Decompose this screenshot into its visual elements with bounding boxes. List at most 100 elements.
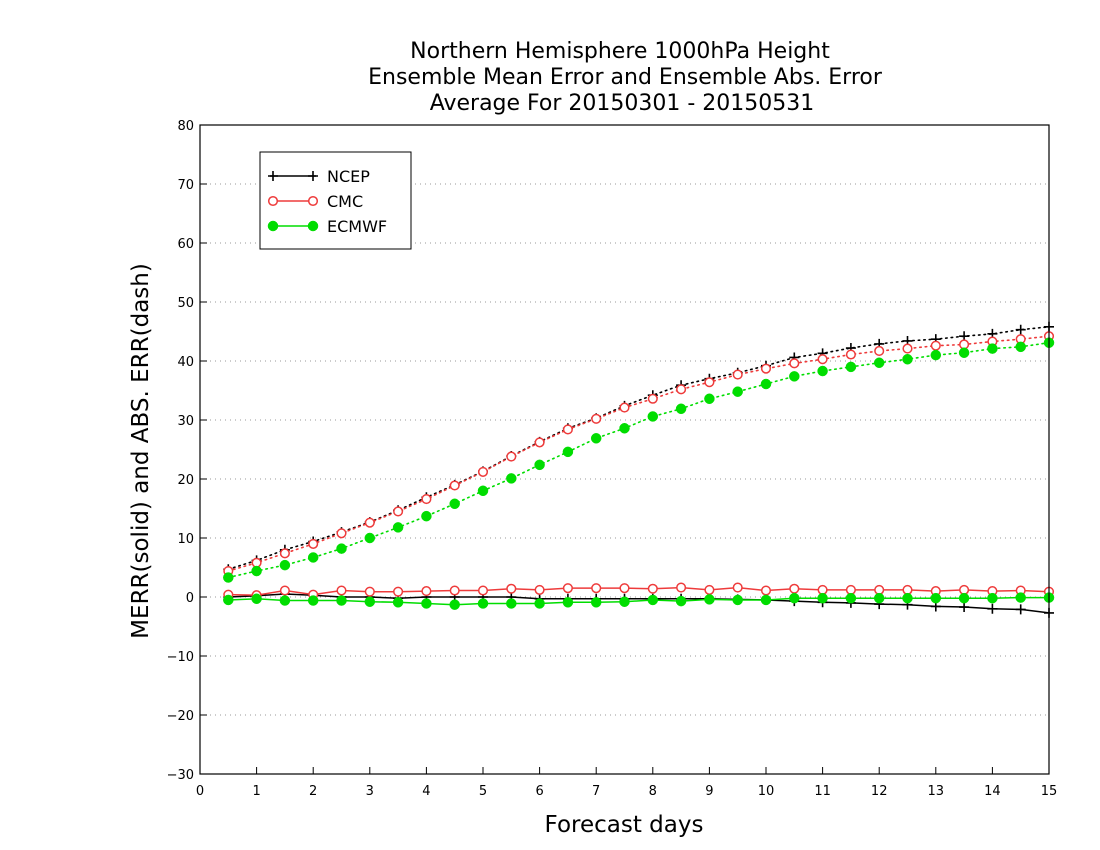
cmc-abs-err-point bbox=[279, 548, 290, 559]
y-tick-label: −30 bbox=[167, 768, 194, 783]
ncep-abs-err-point bbox=[1015, 324, 1026, 335]
cmc-abs-err-point bbox=[477, 466, 489, 477]
series-cmc bbox=[223, 331, 1055, 601]
legend: NCEP CMC ECMWF bbox=[259, 151, 412, 250]
ecmwf-merr-point bbox=[619, 596, 630, 607]
ecmwf-merr-point bbox=[506, 598, 517, 609]
cmc-abs-err-point bbox=[393, 506, 404, 517]
ecmwf-merr-point bbox=[930, 592, 942, 604]
title-line-1: Northern Hemisphere 1000hPa Height bbox=[410, 39, 830, 64]
y-tick-label: 0 bbox=[186, 591, 194, 606]
ecmwf-abs-err-point bbox=[336, 543, 347, 554]
x-tick-label: 6 bbox=[535, 784, 543, 799]
ecmwf-abs-err-point bbox=[958, 347, 970, 358]
ecmwf-merr-point bbox=[958, 592, 970, 604]
plot-frame bbox=[199, 124, 1050, 775]
x-tick-label: 13 bbox=[928, 784, 945, 799]
series-ncep bbox=[223, 321, 1054, 618]
legend-label: ECMWF bbox=[327, 217, 387, 236]
cmc-merr-point bbox=[279, 585, 290, 596]
ecmwf-merr-point bbox=[279, 595, 291, 606]
ecmwf-abs-err-point bbox=[449, 498, 460, 510]
cmc-merr-point bbox=[393, 586, 404, 597]
cmc-abs-err-point bbox=[308, 538, 319, 549]
cmc-merr-line bbox=[228, 586, 1050, 596]
ecmwf-merr-point bbox=[789, 592, 800, 604]
cmc-abs-err-point bbox=[421, 494, 432, 505]
x-tick-label: 7 bbox=[592, 784, 600, 799]
ecmwf-abs-err-point bbox=[732, 386, 743, 397]
ecmwf-abs-err-point bbox=[789, 371, 800, 382]
ecmwf-merr-point bbox=[1015, 592, 1026, 603]
cmc-abs-err-point bbox=[732, 369, 743, 380]
cmc-abs-err-point bbox=[930, 340, 941, 351]
ecmwf-abs-err-point bbox=[307, 552, 319, 563]
ecmwf-merr-point bbox=[223, 594, 234, 606]
ncep-merr-point bbox=[987, 603, 998, 614]
ecmwf-abs-err-point bbox=[534, 459, 545, 471]
cmc-abs-err-point bbox=[902, 343, 913, 354]
y-tick-label: −10 bbox=[167, 650, 194, 665]
y-axis-label: MERR(solid) and ABS. ERR(dash) bbox=[128, 263, 154, 639]
x-tick-label: 1 bbox=[252, 784, 260, 799]
ecmwf-abs-err-point bbox=[506, 473, 517, 484]
cmc-abs-err-point bbox=[874, 345, 885, 357]
cmc-merr-point bbox=[789, 583, 800, 594]
legend-marker bbox=[267, 220, 279, 232]
ecmwf-abs-err-point bbox=[562, 446, 574, 458]
legend-item-cmc: CMC bbox=[267, 192, 363, 211]
cmc-merr-point bbox=[562, 583, 573, 594]
legend-item-ecmwf: ECMWF bbox=[267, 217, 387, 236]
cmc-merr-point bbox=[506, 583, 517, 594]
ecmwf-merr-point bbox=[817, 592, 828, 604]
ecmwf-merr-point bbox=[477, 598, 489, 609]
cmc-abs-err-point bbox=[845, 349, 856, 360]
ecmwf-merr-point bbox=[590, 597, 602, 608]
cmc-abs-err-point bbox=[534, 437, 545, 448]
cmc-abs-err-point bbox=[760, 363, 772, 374]
cmc-merr-point bbox=[676, 582, 687, 593]
ecmwf-abs-err-point bbox=[421, 510, 432, 522]
series-ecmwf bbox=[223, 337, 1055, 610]
ncep-merr-point bbox=[959, 602, 970, 613]
title-line-3: Average For 20150301 - 20150531 bbox=[430, 91, 815, 116]
ecmwf-abs-err-point bbox=[364, 532, 376, 544]
x-tick-label: 4 bbox=[422, 784, 430, 799]
y-tick-label: 50 bbox=[177, 296, 194, 311]
ncep-merr-point bbox=[1015, 604, 1026, 615]
x-tick-label: 11 bbox=[814, 784, 831, 799]
y-tick-label: 80 bbox=[177, 119, 194, 134]
ncep-abs-err-line bbox=[227, 325, 1050, 571]
cmc-merr-point bbox=[364, 586, 375, 597]
ecmwf-abs-err-point bbox=[930, 349, 942, 361]
cmc-abs-err-point bbox=[619, 402, 630, 413]
y-tick-label: −20 bbox=[167, 709, 194, 724]
x-axis-label: Forecast days bbox=[545, 812, 704, 838]
cmc-merr-point bbox=[336, 585, 347, 596]
ecmwf-abs-err-point bbox=[873, 357, 885, 369]
ecmwf-abs-err-point bbox=[987, 343, 998, 354]
ecmwf-merr-point bbox=[307, 595, 319, 606]
ecmwf-merr-point bbox=[364, 596, 376, 607]
legend-label: NCEP bbox=[327, 167, 370, 186]
x-tick-label: 0 bbox=[196, 784, 204, 799]
ecmwf-merr-point bbox=[704, 594, 715, 605]
x-tick-label: 10 bbox=[758, 784, 775, 799]
ecmwf-abs-err-point bbox=[704, 393, 715, 405]
chart-title: Northern Hemisphere 1000hPa Height Ensem… bbox=[368, 39, 883, 116]
x-tick-label: 8 bbox=[649, 784, 657, 799]
cmc-abs-err-line bbox=[227, 335, 1050, 572]
cmc-abs-err-point bbox=[647, 393, 658, 404]
ecmwf-abs-err-point bbox=[251, 565, 262, 577]
ecmwf-abs-err-point bbox=[760, 378, 772, 390]
legend-marker bbox=[307, 220, 319, 232]
legend-marker bbox=[267, 195, 279, 207]
ecmwf-abs-err-point bbox=[279, 559, 291, 571]
x-tick-label: 9 bbox=[705, 784, 713, 799]
ecmwf-merr-point bbox=[760, 594, 772, 606]
x-tick-label: 14 bbox=[984, 784, 1001, 799]
legend-marker bbox=[308, 171, 318, 181]
cmc-abs-err-point bbox=[364, 517, 375, 528]
